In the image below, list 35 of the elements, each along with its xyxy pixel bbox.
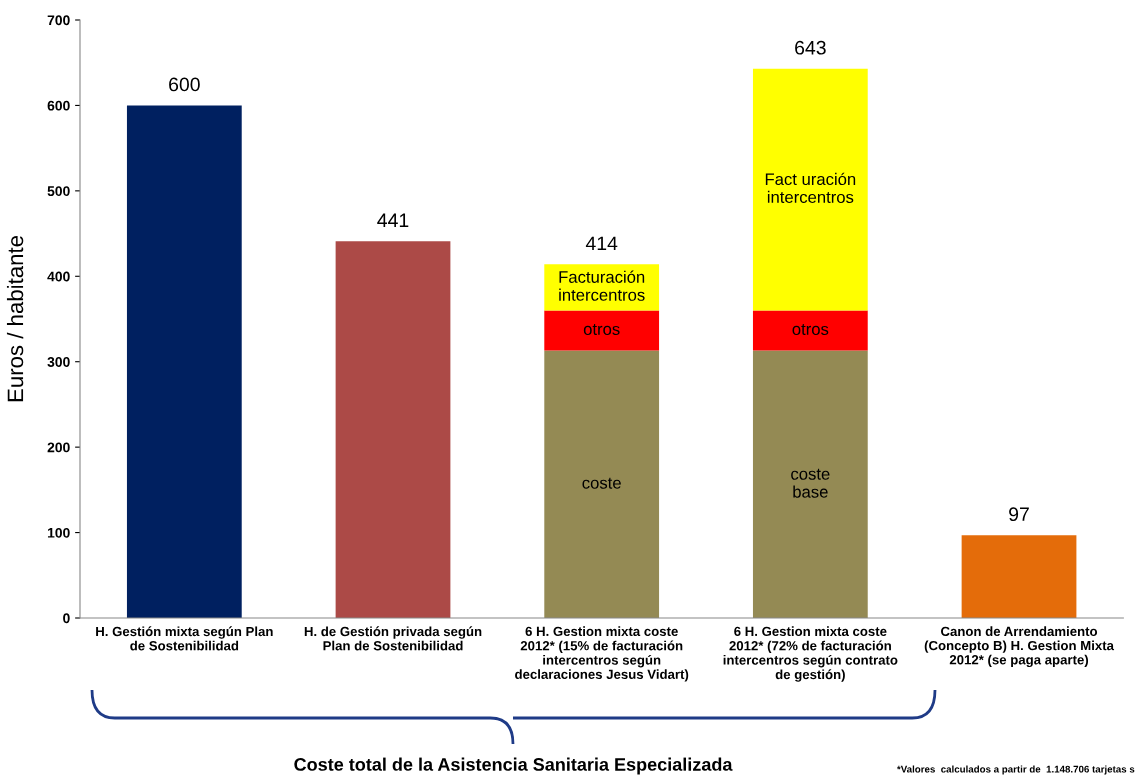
y-tick-label: 700	[47, 15, 70, 26]
x-tick-label: H. de Gestión privada según Plan de Sostenibilidad	[304, 626, 482, 651]
bar	[335, 241, 451, 618]
y-tick-label: 600	[47, 100, 70, 111]
y-tick-label: 500	[47, 186, 70, 197]
total-label: 600	[169, 77, 200, 92]
bar	[752, 68, 868, 311]
x-tick-label: 6 H. Gestion mixta coste 2012* (72% de facturación intercentros según contrato de gestión)	[723, 626, 898, 682]
y-tick-label: 400	[47, 271, 70, 282]
y-tick-label: 200	[47, 442, 70, 453]
total-label: 97	[1009, 507, 1029, 522]
bar	[544, 350, 660, 618]
bar	[752, 350, 868, 618]
annotation: otros	[583, 324, 620, 336]
total-label: 441	[377, 213, 409, 227]
annotation: coste base	[791, 468, 830, 498]
x-tick-label: H. Gestión mixta según Plan de Sostenibilidad	[96, 626, 273, 651]
bar	[126, 105, 242, 618]
total-label: 414	[585, 236, 618, 251]
y-tick-label: 100	[47, 527, 70, 538]
bar	[544, 310, 660, 351]
y-axis-title: Euros / habitante	[6, 235, 24, 402]
annotation: Facturación intercentros	[559, 270, 645, 301]
annotation: otros	[792, 324, 829, 336]
total-label: 643	[795, 40, 826, 55]
annotation: Fact uración intercentros	[765, 172, 856, 204]
y-tick-label: 0	[63, 613, 70, 624]
text: Coste total de la Asistencia Sanitaria Especializada	[294, 757, 733, 775]
text: *Valores calculados a partir de 1.148.706 tarjetas s	[896, 765, 1135, 775]
annotation: coste	[582, 477, 621, 489]
y-tick-label: 300	[47, 357, 70, 367]
x-tick-label: Canon de Arrendamiento (Concepto B) H. Gestion Mixta 2012* (se paga aparte)	[924, 626, 1115, 668]
bar	[752, 310, 868, 351]
x-tick-label: 6 H. Gestion mixta coste 2012* (15% de facturación intercentros según declaraciones Jesus Vidart)	[515, 626, 689, 682]
bar	[961, 535, 1077, 618]
